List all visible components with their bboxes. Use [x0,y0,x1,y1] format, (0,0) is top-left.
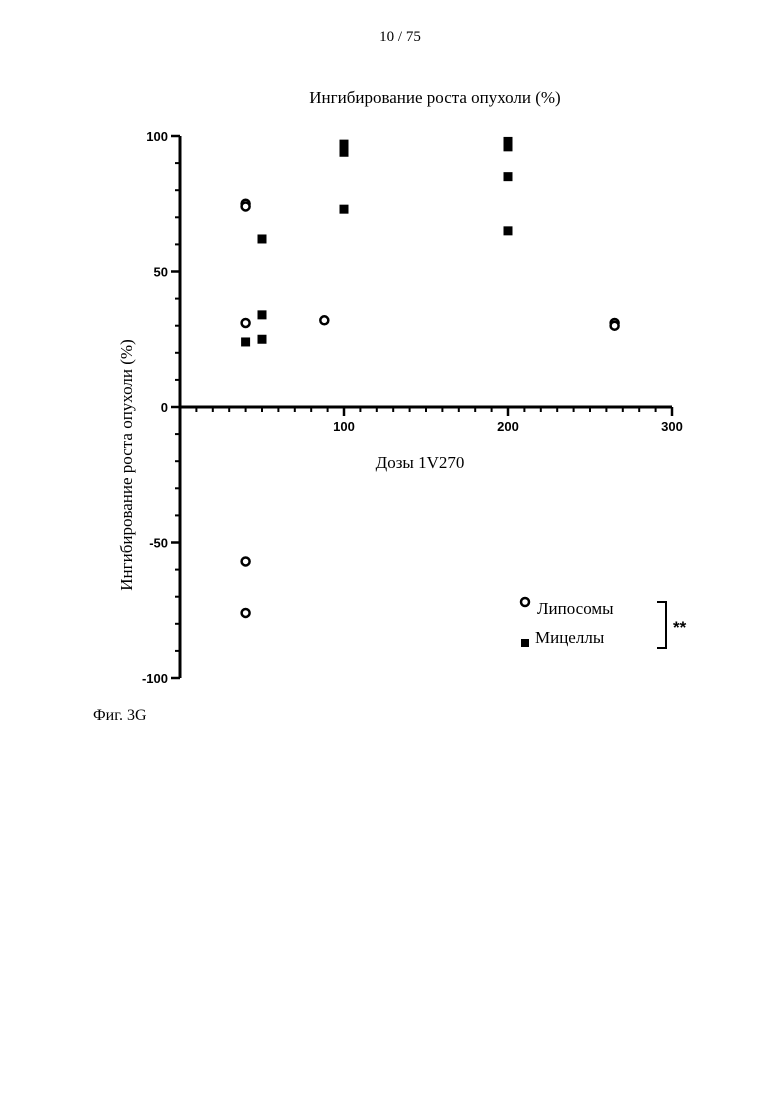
legend-micelle-label: Мицеллы [535,628,605,647]
y-tick-label: -100 [142,671,168,686]
y-tick-label: 100 [146,129,168,144]
micelle-point [504,226,513,235]
y-tick-label: 0 [161,400,168,415]
micelle-point [258,234,267,243]
micelle-point [258,310,267,319]
micelle-point [504,172,513,181]
micelle-point [241,337,250,346]
liposome-point [242,202,250,210]
micelle-point [340,205,349,214]
data-points [241,137,618,617]
legend-liposome-marker [521,598,529,606]
micelle-point [340,148,349,157]
x-tick-label: 100 [333,419,355,434]
micelle-point [340,140,349,149]
x-tick-label: 200 [497,419,519,434]
legend-micelle-marker [521,639,529,647]
liposome-point [320,316,328,324]
significance-bracket [657,602,666,648]
legend: Липосомы Мицеллы ** [521,598,687,648]
liposome-point [242,557,250,565]
micelle-point [504,142,513,151]
x-tick-label: 300 [661,419,683,434]
y-tick-label: 50 [154,265,168,280]
liposome-point [242,609,250,617]
micelle-point [258,335,267,344]
y-tick-label: -50 [149,536,168,551]
legend-liposome-label: Липосомы [537,599,614,618]
liposome-point [242,319,250,327]
significance-label: ** [673,618,687,637]
liposome-point [611,322,619,330]
